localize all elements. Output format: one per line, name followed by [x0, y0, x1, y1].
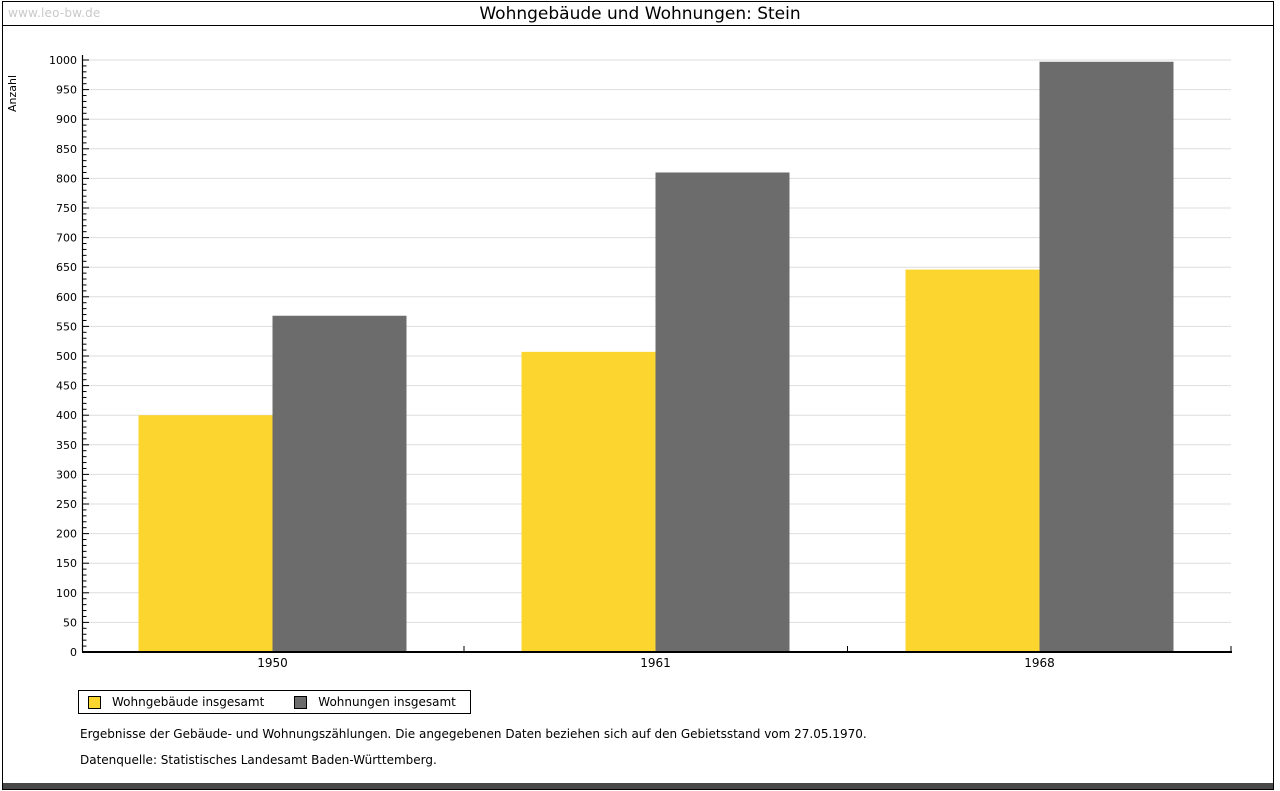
y-tick-label: 150: [56, 557, 77, 570]
y-tick-label: 250: [56, 498, 77, 511]
legend-swatch-gray-icon: [294, 695, 308, 709]
x-category-label: 1968: [1024, 656, 1055, 670]
y-tick-label: 550: [56, 320, 77, 333]
footnote-data-source: Datenquelle: Statistisches Landesamt Bad…: [80, 753, 437, 767]
y-tick-label: 50: [63, 616, 77, 629]
y-tick-label: 350: [56, 439, 77, 452]
legend-item-wohnungen: Wohnungen insgesamt: [294, 695, 456, 709]
bottom-bar: [3, 783, 1273, 790]
legend-label: Wohnungen insgesamt: [318, 695, 456, 709]
legend-item-wohngebaeude: Wohngebäude insgesamt: [88, 695, 264, 709]
bar-1961-wohngebaeude: [521, 351, 656, 652]
y-tick-label: 0: [70, 646, 77, 659]
y-tick-label: 600: [56, 291, 77, 304]
y-tick-label: 300: [56, 468, 77, 481]
footnote-source-note: Ergebnisse der Gebäude- und Wohnungszähl…: [80, 727, 867, 741]
header-divider: [2, 25, 1274, 26]
y-tick-label: 850: [56, 143, 77, 156]
y-tick-label: 800: [56, 172, 77, 185]
y-tick-label: 750: [56, 202, 77, 215]
y-tick-label: 100: [56, 587, 77, 600]
y-tick-label: 450: [56, 380, 77, 393]
page-title: Wohngebäude und Wohnungen: Stein: [479, 4, 801, 24]
y-tick-label: 1000: [49, 54, 77, 67]
y-tick-label: 200: [56, 528, 77, 541]
watermark: www.leo-bw.de: [8, 6, 101, 20]
x-category-label: 1950: [257, 656, 288, 670]
y-tick-label: 950: [56, 84, 77, 97]
y-tick-label: 900: [56, 113, 77, 126]
legend-swatch-yellow-icon: [88, 695, 101, 709]
bar-1950-wohngebaeude: [138, 415, 273, 652]
y-tick-label: 650: [56, 261, 77, 274]
legend: Wohngebäude insgesamt Wohnungen insgesam…: [78, 690, 471, 714]
legend-label: Wohngebäude insgesamt: [112, 695, 265, 709]
bar-1950-wohnungen: [272, 315, 407, 652]
y-tick-label: 400: [56, 409, 77, 422]
y-tick-label: 700: [56, 232, 77, 245]
x-category-label: 1961: [640, 656, 671, 670]
bar-1968-wohnungen: [1039, 61, 1174, 652]
bar-1961-wohnungen: [655, 172, 790, 653]
bar-1968-wohngebaeude: [905, 269, 1040, 652]
y-tick-label: 500: [56, 350, 77, 363]
